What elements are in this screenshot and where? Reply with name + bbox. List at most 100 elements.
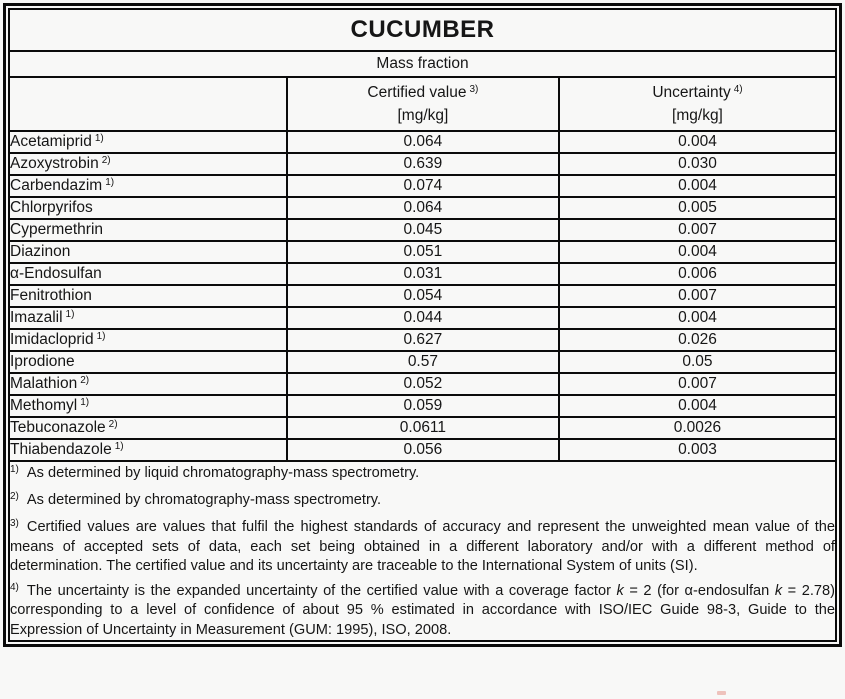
uncertainty-value-cell: 0.026 xyxy=(557,328,838,352)
column-header-certified-label: Certified value xyxy=(367,83,467,101)
uncertainty-value-cell: 0.007 xyxy=(557,284,838,308)
footnote-1-text: As determined by liquid chromatography-m… xyxy=(26,465,420,481)
uncertainty-value-cell: 0.004 xyxy=(557,240,838,264)
analyte-name-cell: Malathion 2) xyxy=(8,372,288,396)
certified-value-cell: 0.639 xyxy=(285,152,560,176)
analyte-name-cell: Cypermethrin xyxy=(8,218,288,242)
footnotes-section: 1) As determined by liquid chromatography… xyxy=(8,460,837,642)
title-row: CUCUMBER xyxy=(8,8,837,52)
column-header-certified-unit: [mg/kg] xyxy=(397,107,449,124)
analyte-name-cell: Fenitrothion xyxy=(8,284,288,308)
analyte-name: Carbendazim xyxy=(10,177,103,194)
analyte-name: Fenitrothion xyxy=(10,287,92,304)
analyte-name-cell: Carbendazim 1) xyxy=(8,174,288,198)
certified-value-cell: 0.064 xyxy=(285,196,560,220)
analyte-name: Acetamiprid xyxy=(10,133,92,150)
footnote-3-marker: 3) xyxy=(10,518,19,529)
coverage-factor-k: k xyxy=(616,582,624,599)
certified-value-cell: 0.074 xyxy=(285,174,560,198)
footnote-ref: 2) xyxy=(108,419,118,430)
footnote-2-text: As determined by chromatography-mass spe… xyxy=(26,492,382,508)
footnote-4-marker: 4) xyxy=(10,581,19,593)
table-row: Carbendazim 1) 0.074 0.004 xyxy=(8,174,838,198)
subtitle-row: Mass fraction xyxy=(8,50,837,78)
analyte-name-cell: Tebuconazole 2) xyxy=(8,416,288,440)
uncertainty-value-cell: 0.030 xyxy=(557,152,838,176)
certified-values-table: CUCUMBER Mass fraction Certified value 3)… xyxy=(8,8,838,642)
coverage-factor-k: k xyxy=(774,582,783,599)
certified-value-cell: 0.051 xyxy=(285,240,560,264)
footnote-4: 4) The uncertainty is the expanded uncert… xyxy=(10,582,835,641)
certified-value-cell: 0.056 xyxy=(285,438,560,462)
table-row: Imidacloprid 1) 0.627 0.026 xyxy=(8,328,838,352)
certified-value-cell: 0.052 xyxy=(285,372,560,396)
analyte-name: Chlorpyrifos xyxy=(10,199,93,216)
analyte-name-cell: α-Endosulfan xyxy=(8,262,288,286)
certificate-page: CUCUMBER Mass fraction Certified value 3)… xyxy=(3,3,842,647)
analyte-name: Tebuconazole xyxy=(10,419,106,436)
analyte-name: α-Endosulfan xyxy=(10,265,102,282)
header-row: Certified value 3) [mg/kg] Uncertainty 4) … xyxy=(8,76,838,132)
table-row: α-Endosulfan 0.031 0.006 xyxy=(8,262,838,286)
footnote-ref: 1) xyxy=(105,177,115,188)
table-row: Imazalil 1) 0.044 0.004 xyxy=(8,306,838,330)
footnote-ref-3: 3) xyxy=(469,83,479,95)
footnote-ref: 1) xyxy=(80,397,90,408)
table-row: Malathion 2) 0.052 0.007 xyxy=(8,372,838,396)
footnote-4-text-seg3: = 2.78) corresponding to a level of conf… xyxy=(10,582,835,638)
certified-value-cell: 0.627 xyxy=(285,328,560,352)
uncertainty-value-cell: 0.004 xyxy=(557,130,838,154)
footnote-2-marker: 2) xyxy=(10,491,19,502)
analyte-name: Imazalil xyxy=(10,309,63,326)
analyte-name: Imidacloprid xyxy=(10,331,94,348)
table-row: Acetamiprid 1) 0.064 0.004 xyxy=(8,130,838,154)
footnote-ref: 1) xyxy=(96,331,106,342)
table-row: Fenitrothion 0.054 0.007 xyxy=(8,284,838,308)
certified-value-cell: 0.57 xyxy=(285,350,560,374)
analyte-name: Iprodione xyxy=(10,353,75,370)
footnote-ref-4: 4) xyxy=(733,83,743,95)
uncertainty-value-cell: 0.0026 xyxy=(557,416,838,440)
uncertainty-value-cell: 0.007 xyxy=(557,218,838,242)
table-row: Methomyl 1) 0.059 0.004 xyxy=(8,394,838,418)
analyte-name-cell: Thiabendazole 1) xyxy=(8,438,288,462)
table-row: Iprodione 0.57 0.05 xyxy=(8,350,838,374)
footnote-ref: 1) xyxy=(94,133,104,144)
footnote-4-text-seg2: = 2 (for α-endosulfan xyxy=(623,582,775,599)
table-row: Azoxystrobin 2) 0.639 0.030 xyxy=(8,152,838,176)
certified-value-cell: 0.054 xyxy=(285,284,560,308)
footnote-4-text-seg1: The uncertainty is the expanded uncertai… xyxy=(26,582,617,599)
uncertainty-value-cell: 0.004 xyxy=(557,174,838,198)
analyte-name: Azoxystrobin xyxy=(10,155,99,172)
table-row: Thiabendazole 1) 0.056 0.003 xyxy=(8,438,838,462)
analyte-name: Diazinon xyxy=(10,243,71,260)
footnote-3-text: Certified values are values that fulfil … xyxy=(10,519,835,574)
page-title: CUCUMBER xyxy=(8,8,837,52)
uncertainty-value-cell: 0.003 xyxy=(557,438,838,462)
uncertainty-value-cell: 0.007 xyxy=(557,372,838,396)
column-header-uncertainty: Uncertainty 4) [mg/kg] xyxy=(557,76,838,132)
analyte-name-cell: Acetamiprid 1) xyxy=(8,130,288,154)
analyte-name-cell: Diazinon xyxy=(8,240,288,264)
footnote-1: 1) As determined by liquid chromatography… xyxy=(10,464,835,483)
certified-value-cell: 0.031 xyxy=(285,262,560,286)
table-row: Diazinon 0.051 0.004 xyxy=(8,240,838,264)
table-row: Tebuconazole 2) 0.0611 0.0026 xyxy=(8,416,838,440)
analyte-name: Cypermethrin xyxy=(10,221,104,238)
stray-cursor-mark xyxy=(717,691,726,695)
uncertainty-value-cell: 0.004 xyxy=(557,306,838,330)
footnote-3: 3) Certified values are values that fulfi… xyxy=(10,518,835,577)
footnotes-row: 1) As determined by liquid chromatography… xyxy=(8,460,837,642)
footnote-2: 2) As determined by chromatography-mass s… xyxy=(10,491,835,510)
footnote-1-marker: 1) xyxy=(10,464,19,475)
column-header-uncertainty-label: Uncertainty xyxy=(652,83,731,101)
certified-value-cell: 0.064 xyxy=(285,130,560,154)
analyte-name-cell: Imidacloprid 1) xyxy=(8,328,288,352)
uncertainty-value-cell: 0.05 xyxy=(557,350,838,374)
certified-value-cell: 0.045 xyxy=(285,218,560,242)
table-subtitle: Mass fraction xyxy=(8,50,837,78)
table-outer-frame: CUCUMBER Mass fraction Certified value 3)… xyxy=(3,3,842,647)
column-header-certified-value: Certified value 3) [mg/kg] xyxy=(285,76,560,132)
uncertainty-value-cell: 0.005 xyxy=(557,196,838,220)
footnote-ref: 2) xyxy=(101,155,111,166)
